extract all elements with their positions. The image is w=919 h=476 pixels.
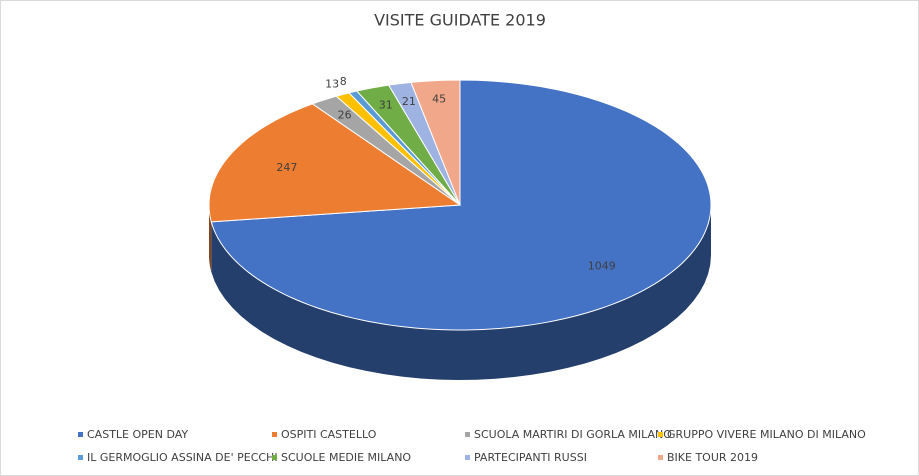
legend-label: PARTECIPANTI RUSSI [474,451,587,464]
slice-side [209,205,212,272]
legend-swatch [272,432,277,437]
legend-label: OSPITI CASTELLO [281,428,377,441]
slice [410,79,461,206]
slice [208,103,462,223]
legend-swatch [465,432,470,437]
legend-swatch [465,455,470,460]
legend-label: IL GERMOGLIO ASSINA DE' PECCHI [87,451,278,464]
legend-swatch [658,432,663,437]
data-label: 1049 [588,260,616,273]
slice [210,79,712,331]
legend-label: SCUOLE MEDIE MILANO [281,451,411,464]
legend-swatch [78,455,83,460]
chart-title: VISITE GUIDATE 2019 [374,11,546,30]
legend-swatch [272,455,277,460]
legend-swatch [78,432,83,437]
data-label: 26 [338,109,352,122]
legend-label: BIKE TOUR 2019 [667,451,758,464]
legend-label: GRUPPO VIVERE MILANO DI MILANO [667,428,866,441]
slice-side [211,205,711,380]
slice [355,84,461,206]
data-label: 8 [340,75,347,88]
data-label: 21 [402,95,416,108]
legend-label: SCUOLA MARTIRI DI GORLA MILANO [474,428,672,441]
data-label: 13 [325,78,339,91]
legend-label: CASTLE OPEN DAY [87,428,188,441]
data-label: 31 [379,98,393,111]
data-label: 247 [276,161,297,174]
legend-swatch [658,455,663,460]
data-label: 45 [432,92,446,105]
